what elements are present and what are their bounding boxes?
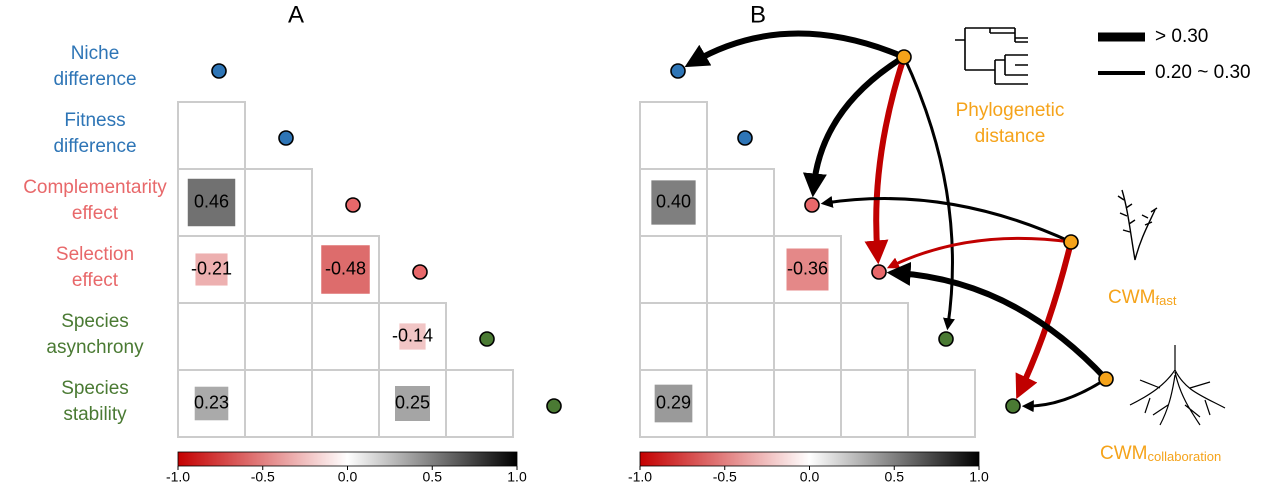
variable-node (412, 264, 428, 280)
grid-cell (773, 369, 842, 438)
colorbar-tick-label: 1.0 (969, 469, 989, 483)
colorbar-tick-label: 0.5 (423, 469, 443, 483)
legend-label: > 0.30 (1155, 26, 1208, 47)
grid-cell (311, 369, 380, 438)
variable-node (1005, 398, 1021, 414)
value-label: -0.36 (787, 258, 828, 278)
driver-label-part: CWM (1100, 443, 1147, 464)
variable-node (938, 331, 954, 347)
label: Species asynchrony (46, 311, 144, 358)
colorbar (639, 451, 980, 467)
colorbar-tick-label: -0.5 (713, 469, 737, 483)
driver-node (1063, 234, 1079, 250)
grid-cell (311, 302, 380, 371)
variable-node (871, 264, 887, 280)
grid-cell (639, 302, 708, 371)
label: Selection effect (56, 244, 134, 291)
value-label: -0.14 (392, 325, 433, 345)
value-label: -0.48 (325, 258, 366, 278)
path-arrow (1015, 241, 1074, 400)
variable-node (345, 197, 361, 213)
correlation-square (654, 384, 693, 423)
grid-cell (706, 369, 775, 438)
variable-node (737, 130, 753, 146)
value-label: -0.21 (191, 258, 232, 278)
driver-node (1098, 371, 1114, 387)
correlation-square (195, 253, 228, 286)
colorbar (177, 451, 518, 467)
grid-cell (244, 235, 313, 304)
grid-cell (244, 369, 313, 438)
label: Niche difference (53, 43, 136, 90)
correlation-square (399, 323, 426, 350)
grid-cell (244, 168, 313, 237)
correlation-square (651, 180, 696, 225)
path-arrow (1021, 377, 1107, 413)
correlation-square (321, 245, 370, 294)
colorbar-tick-label: -1.0 (166, 469, 190, 483)
value-label: 0.46 (194, 191, 229, 211)
grid-cell (244, 302, 313, 371)
grid-cell (706, 235, 775, 304)
colorbar-tick-label: 1.0 (507, 469, 527, 483)
grid-cell (639, 101, 708, 170)
legend-label: 0.20 ~ 0.30 (1155, 62, 1251, 83)
variable-node (211, 63, 227, 79)
correlation-square (194, 386, 229, 421)
panel-title: A (288, 1, 304, 28)
path-arrow (886, 236, 1072, 269)
driver-node (896, 49, 912, 65)
variable-node (546, 398, 562, 414)
colorbar-tick-label: 0.0 (800, 469, 820, 483)
grid-cell (706, 168, 775, 237)
driver-label: CWMfast (1108, 287, 1177, 308)
value-label: 0.40 (656, 191, 691, 211)
correlation-square (187, 178, 236, 227)
variable-node (479, 331, 495, 347)
path-arrow (802, 54, 906, 198)
path-arrow (902, 56, 955, 331)
icons (955, 27, 1226, 426)
driver-label-part: fast (1155, 293, 1176, 308)
driver-label-part: CWM (1108, 287, 1155, 308)
colorbar-tick-label: -1.0 (628, 469, 652, 483)
grid-cell (840, 302, 909, 371)
path-arrow (684, 30, 906, 68)
value-label: 0.23 (194, 392, 229, 412)
path-arrow (886, 261, 1109, 382)
grid-cell (639, 235, 708, 304)
label: Complementarity effect (23, 177, 167, 224)
path-arrow (820, 195, 1072, 244)
variable-node (278, 130, 294, 146)
value-label: 0.29 (656, 392, 691, 412)
label: Phylogenetic distance (956, 100, 1065, 147)
grid-cell (840, 369, 909, 438)
path-arrow (864, 56, 907, 265)
grid-cell (907, 369, 976, 438)
variable-node (670, 63, 686, 79)
grid-cell (177, 302, 246, 371)
colorbar-tick-label: 0.5 (885, 469, 905, 483)
correlation-square (786, 248, 829, 291)
grid-cell (706, 302, 775, 371)
colorbar-tick-label: 0.0 (338, 469, 358, 483)
value-label: 0.25 (395, 392, 430, 412)
panel-title: B (750, 1, 766, 28)
driver-label: CWMcollaboration (1100, 443, 1221, 464)
label: Fitness difference (53, 110, 136, 157)
grid-cell (445, 369, 514, 438)
grid-cell (773, 302, 842, 371)
colorbar-tick-label: -0.5 (251, 469, 275, 483)
correlation-square (395, 386, 430, 421)
driver-label-part: collaboration (1147, 449, 1221, 464)
variable-node (804, 197, 820, 213)
label: Species stability (61, 378, 129, 425)
grid-cell (177, 101, 246, 170)
